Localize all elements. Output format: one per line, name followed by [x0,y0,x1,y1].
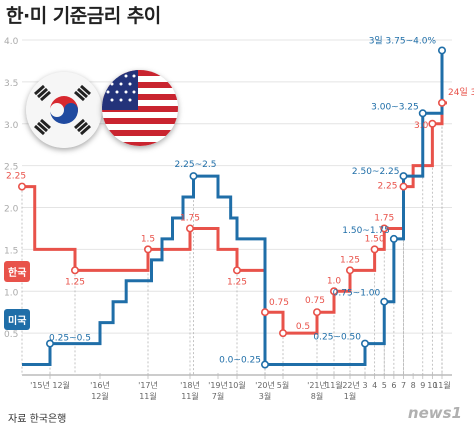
legend-usa: 미국 [4,309,31,330]
y-tick-label: 2.5 [4,163,18,173]
x-tick-label: '19년 [208,380,228,390]
value-label-us: 0.25~0.5 [49,334,91,344]
value-label-us: 1.50~1.75 [342,226,390,236]
value-label-kr: 3.0 [414,121,429,131]
point-marker-kr [260,308,269,317]
x-tick-label: 8월 [311,391,323,401]
x-tick-label: 7 [401,381,406,390]
point-marker-kr [17,182,26,191]
value-label-kr: 24일 3.25% [448,87,474,98]
point-marker-kr [370,245,379,254]
y-axis-ticks: 4.0 3.5 3.0 2.5 2.0 1.5 1.0 0.5 [4,37,19,340]
value-label-kr: 1.0 [327,276,342,286]
x-tick-label: '16년 [90,380,110,390]
value-label-us: 0.0~0.25 [219,356,261,366]
x-tick-label: 12월 [91,391,109,401]
point-marker-kr [437,98,446,107]
value-label-kr: 1.75 [374,213,394,223]
point-marker-us [260,360,269,369]
x-tick-label: 3 [362,381,367,390]
x-tick-label: 5월 [277,380,289,390]
point-marker-kr [233,266,242,275]
x-tick-label: '18년 [180,380,200,390]
x-tick-label: 4 [372,381,377,390]
x-tick-label: 3월 [259,391,271,401]
point-marker-kr [71,266,80,275]
x-tick-label: '20년 [255,380,275,390]
value-label-kr: 1.5 [141,234,155,244]
point-marker-us [437,46,446,55]
value-label-kr: 1.25 [340,255,360,265]
news1-logo: news1 [407,404,462,422]
value-label-kr: 0.75 [305,296,325,306]
value-label-kr: 1.25 [227,277,247,287]
series-line-us [22,50,444,367]
value-label-kr: 1.75 [180,213,200,223]
x-tick-label: 6 [391,381,396,390]
y-tick-label: 1.5 [4,246,18,256]
x-tick-label: 11월 [433,380,451,390]
x-tick-label: 7월 [212,391,224,401]
x-tick-label: 9 [420,381,425,390]
point-marker-kr [380,224,389,233]
point-marker-us [389,234,398,243]
x-tick-label: '17년 [138,380,158,390]
value-label-us: 2.25~2.5 [175,160,217,170]
x-tick-label: '22년 [340,380,360,390]
y-tick-label: 3.5 [4,79,18,89]
point-marker-us [380,297,389,306]
value-label-us: 0.25~0.50 [313,333,361,343]
y-tick-label: 1.0 [4,288,19,298]
y-tick-label: 0.5 [4,330,18,340]
value-label-us: 3일 3.75~4.0% [369,35,437,46]
y-tick-label: 2.0 [4,205,19,215]
source-note: 자료 한국은행 [8,414,67,425]
point-marker-us [360,339,369,348]
x-tick-label: 10월 [228,380,246,390]
x-tick-label: '21년 [307,380,327,390]
point-marker-kr [144,245,153,254]
point-marker-us [45,339,54,348]
point-marker-kr [428,119,437,128]
point-marker-us [399,172,408,181]
point-marker-kr [329,287,338,296]
point-marker-us [189,172,198,181]
x-tick-label: 11월 [139,391,157,401]
value-label-us: 0.75~1.00 [333,289,381,299]
point-marker-kr [186,224,195,233]
chart-title: 한·미 기준금리 추이 [6,5,161,27]
x-tick-label: 10 [427,381,437,390]
point-marker-us [418,109,427,118]
value-label-kr: 1.50 [365,234,385,244]
x-tick-label: 11월 [325,380,343,390]
x-tick-label: 11월 [181,391,199,401]
y-tick-label: 3.0 [4,121,19,131]
value-label-us: 2.50~2.25 [352,167,400,177]
value-label-kr: 2.25 [6,172,26,182]
point-marker-kr [345,266,354,275]
value-label-kr: 1.25 [65,277,85,287]
x-tick-label: 8 [411,381,416,390]
value-label-kr: 0.5 [296,322,310,332]
value-label-kr: 0.75 [269,298,289,308]
point-marker-kr [278,329,287,338]
x-tick-label: 5 [382,381,387,390]
value-labels: 2.251.251.51.751.250.750.50.751.01.251.5… [6,35,474,369]
value-label-kr: 2.25 [377,182,397,192]
legend-korea: 한국 [4,261,31,282]
usa-flag-icon [102,70,178,146]
point-marker-kr [399,182,408,191]
x-tick-label: 1월 [344,391,356,401]
x-tick-label: '15년 12월 [30,380,70,390]
value-label-us: 3.00~3.25 [371,102,419,112]
korea-flag-icon [26,72,102,148]
y-tick-label: 4.0 [4,37,19,47]
point-marker-kr [312,308,321,317]
